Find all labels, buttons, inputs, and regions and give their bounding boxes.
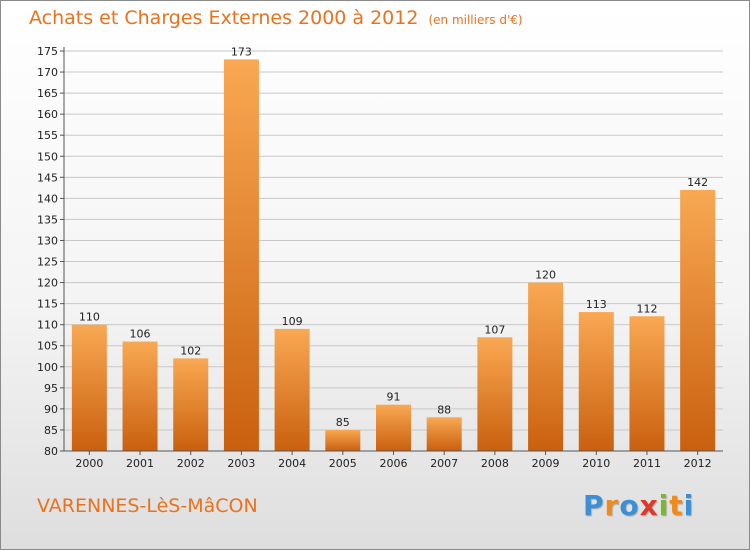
logo-letter: P (583, 489, 605, 522)
y-tick-label: 170 (37, 66, 58, 79)
y-tick-label: 175 (37, 45, 58, 58)
logo-letter: o (619, 489, 640, 522)
bar-value-label: 85 (336, 416, 350, 429)
bar (629, 316, 665, 451)
y-tick-label: 100 (37, 361, 58, 374)
bar-value-label: 91 (387, 391, 401, 404)
logo-letter: r (604, 489, 620, 522)
bar (680, 189, 716, 451)
bar (274, 328, 310, 451)
y-tick-label: 135 (37, 213, 58, 226)
y-tick-label: 115 (37, 298, 58, 311)
bars (71, 59, 716, 451)
bar-value-label: 120 (535, 269, 556, 282)
labels: 80 85 90 95 100 105 110 115 120 125 130 135 140 145 15… (37, 45, 712, 470)
y-tick-label: 145 (37, 171, 58, 184)
bar (173, 358, 209, 451)
y-tick-label: 80 (44, 445, 58, 458)
x-tick-label: 2010 (582, 457, 610, 470)
y-tick-label: 95 (44, 382, 58, 395)
x-tick-label: 2003 (227, 457, 255, 470)
bar (122, 341, 158, 451)
bar-value-label: 102 (180, 344, 201, 357)
y-tick-label: 105 (37, 340, 58, 353)
bar (477, 337, 513, 451)
proxiti-logo[interactable]: Proxiti (583, 489, 694, 522)
bar (376, 404, 411, 451)
bar-value-label: 113 (586, 298, 607, 311)
y-tick-label: 125 (37, 256, 58, 269)
x-tick-label: 2009 (532, 457, 560, 470)
x-tick-label: 2004 (278, 457, 306, 470)
x-tick-label: 2001 (126, 457, 154, 470)
bar (71, 324, 107, 451)
bar (325, 429, 361, 451)
x-tick-label: 2006 (380, 457, 408, 470)
logo-letter: i (683, 489, 695, 522)
bar-value-label: 173 (231, 45, 252, 58)
x-tick-label: 2011 (633, 457, 661, 470)
bar-value-label: 110 (79, 311, 100, 324)
bar-value-label: 88 (437, 403, 451, 416)
y-tick-label: 140 (37, 192, 58, 205)
bar-value-label: 112 (636, 302, 657, 315)
logo-letter: x (639, 489, 659, 522)
y-tick-label: 110 (37, 319, 58, 332)
y-tick-label: 160 (37, 108, 58, 121)
bar-value-label: 107 (484, 323, 505, 336)
x-tick-label: 2012 (684, 457, 712, 470)
bar (578, 312, 614, 451)
bar (528, 282, 564, 451)
bar-value-label: 142 (687, 176, 708, 189)
logo-letter: i (658, 489, 670, 522)
y-tick-label: 85 (44, 424, 58, 437)
chart-title: Achats et Charges Externes 2000 à 2012 (e… (29, 7, 523, 29)
bar-value-label: 109 (282, 315, 303, 328)
bar (223, 59, 259, 451)
axes (60, 47, 723, 455)
town-name: VARENNES-LèS-MâCON (37, 495, 258, 517)
logo-letter: t (669, 489, 684, 522)
x-tick-label: 2007 (430, 457, 458, 470)
y-tick-label: 90 (44, 403, 58, 416)
x-tick-label: 2000 (75, 457, 103, 470)
y-tick-label: 165 (37, 87, 58, 100)
chart-unit: (en milliers d'€) (428, 13, 523, 27)
bar-value-label: 106 (130, 328, 151, 341)
x-tick-label: 2005 (329, 457, 357, 470)
y-tick-label: 155 (37, 129, 58, 142)
y-tick-label: 130 (37, 234, 58, 247)
bar (426, 417, 462, 451)
x-tick-label: 2008 (481, 457, 509, 470)
y-tick-label: 120 (37, 277, 58, 290)
x-tick-label: 2002 (177, 457, 205, 470)
chart-title-text: Achats et Charges Externes 2000 à 2012 (29, 7, 419, 29)
y-tick-label: 150 (37, 150, 58, 163)
